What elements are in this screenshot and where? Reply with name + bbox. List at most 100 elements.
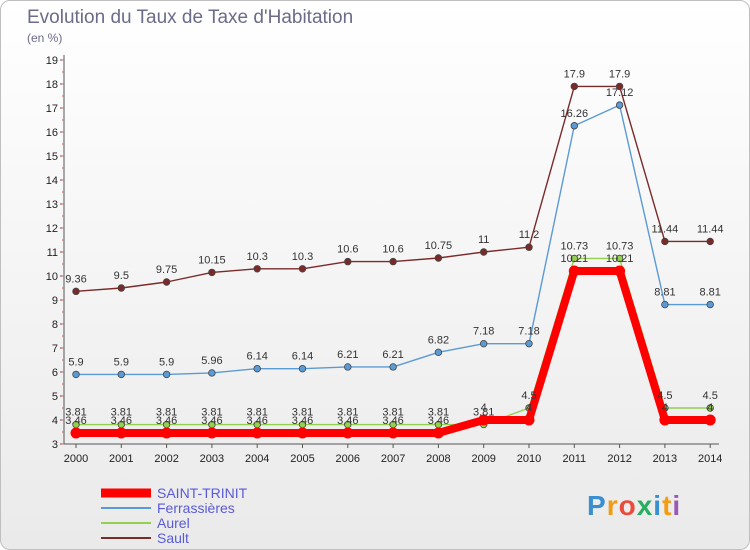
data-label-2: 4.5 [521, 390, 536, 402]
data-label-0: 4 [526, 402, 532, 414]
data-label-1: 6.21 [337, 349, 358, 361]
x-tick-label: 2014 [698, 453, 722, 465]
y-tick-label: 17 [46, 103, 58, 115]
y-tick-label: 16 [46, 127, 58, 139]
data-label-3: 10.6 [337, 244, 358, 256]
series-point-1 [570, 122, 578, 130]
series-point-0 [251, 427, 263, 439]
data-label-2: 3.81 [428, 407, 449, 419]
data-label-0: 3.46 [292, 415, 313, 427]
proxiti-logo: Proxiti [587, 490, 681, 522]
x-tick-label: 2004 [245, 453, 269, 465]
data-label-0: 3.46 [65, 415, 86, 427]
data-label-2: 3.81 [246, 407, 267, 419]
data-label-1: 6.14 [292, 351, 313, 363]
logo-letter: t [662, 490, 673, 521]
data-label-0: 4 [481, 402, 487, 414]
y-tick-label: 7 [52, 343, 58, 355]
data-label-3: 10.15 [198, 254, 226, 266]
series-point-3 [117, 284, 125, 292]
x-tick-label: 2011 [562, 453, 586, 465]
x-tick-label: 2013 [653, 453, 677, 465]
y-tick-label: 3 [52, 439, 58, 451]
logo-letter: o [618, 490, 637, 521]
data-label-3: 9.75 [156, 264, 177, 276]
logo-letter: i [653, 490, 663, 521]
data-label-3: 17.9 [564, 68, 585, 80]
series-point-3 [706, 237, 714, 246]
x-tick-label: 2000 [64, 453, 88, 465]
data-label-0: 3.46 [428, 415, 449, 427]
data-label-3: 9.5 [114, 270, 129, 282]
y-tick-label: 4 [52, 415, 58, 427]
series-point-1 [615, 101, 624, 109]
chart-unit-label: (en %) [27, 31, 63, 45]
data-label-2: 3.81 [111, 407, 132, 419]
series-point-0 [297, 427, 308, 439]
data-label-1: 7.18 [518, 326, 539, 338]
data-label-0: 3.46 [382, 415, 403, 427]
series-point-1 [253, 364, 261, 373]
series-point-3 [525, 243, 533, 251]
x-tick-label: 2002 [154, 453, 178, 465]
x-tick-label: 2010 [517, 453, 541, 465]
data-label-1: 5.9 [159, 356, 174, 368]
series-point-0 [478, 414, 490, 426]
x-tick-label: 2009 [471, 453, 495, 465]
series-point-1 [208, 369, 216, 377]
data-label-1: 8.81 [654, 287, 675, 299]
series-point-3 [615, 82, 624, 91]
series-point-0 [206, 427, 218, 439]
data-label-3: 10.6 [382, 244, 403, 256]
series-point-1 [298, 364, 307, 373]
data-label-0: 4 [707, 402, 713, 414]
data-label-3: 11.2 [519, 229, 540, 241]
series-point-0 [704, 414, 716, 426]
y-tick-label: 15 [46, 151, 58, 163]
data-label-1: 6.82 [428, 334, 449, 346]
series-point-0 [523, 414, 535, 426]
series-point-0 [568, 265, 580, 277]
y-tick-label: 19 [46, 55, 58, 67]
data-label-0: 10.21 [561, 253, 589, 265]
y-tick-label: 11 [47, 247, 58, 259]
series-point-1 [480, 339, 488, 348]
series-point-0 [614, 265, 626, 277]
y-tick-label: 9 [52, 295, 58, 307]
data-label-1: 5.9 [114, 356, 129, 368]
y-tick-label: 12 [46, 223, 58, 235]
series-point-1 [162, 370, 171, 379]
y-tick-label: 6 [52, 367, 58, 379]
data-label-2: 3.81 [473, 407, 494, 419]
x-tick-label: 2012 [607, 453, 631, 465]
data-label-2: 3.81 [292, 407, 313, 419]
data-label-1: 5.9 [68, 356, 83, 368]
x-tick-label: 2005 [290, 453, 314, 465]
data-label-0: 3.46 [111, 415, 132, 427]
series-point-3 [389, 257, 397, 266]
data-label-0: 10.21 [606, 253, 634, 265]
series-point-3 [208, 268, 216, 277]
series-point-3 [298, 265, 307, 273]
y-tick-label: 10 [46, 271, 58, 283]
series-point-2 [615, 254, 624, 263]
series-point-1 [661, 300, 669, 309]
data-label-0: 3.46 [201, 415, 222, 427]
y-tick-label: 14 [46, 175, 58, 187]
series-point-3 [253, 265, 261, 273]
data-label-0: 4 [662, 402, 668, 414]
series-point-0 [70, 427, 82, 439]
data-label-3: 11.44 [652, 223, 679, 235]
logo-letter: i [672, 490, 682, 521]
data-label-1: 16.26 [561, 108, 589, 120]
data-label-2: 3.81 [156, 407, 177, 419]
series-point-1 [72, 370, 80, 379]
data-label-2: 3.81 [337, 407, 358, 419]
x-tick-label: 2007 [381, 453, 405, 465]
series-point-3 [570, 82, 578, 91]
data-label-1: 5.96 [201, 355, 222, 367]
data-label-0: 3.46 [337, 415, 358, 427]
data-label-1: 17.12 [606, 87, 634, 99]
data-label-3: 10.3 [246, 251, 267, 263]
